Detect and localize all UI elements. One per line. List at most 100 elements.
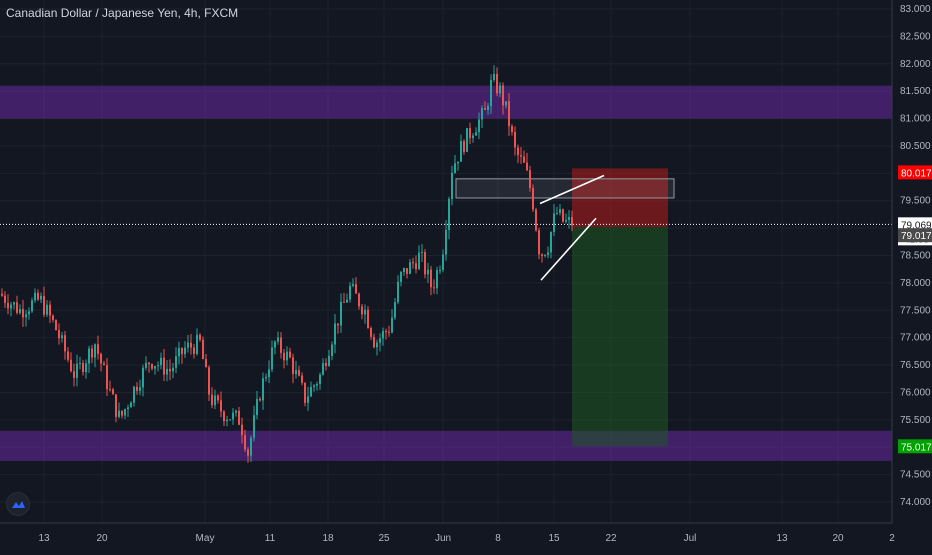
x-tick-label: 15	[548, 533, 560, 544]
candle-body	[247, 449, 249, 456]
candle-body	[202, 339, 204, 360]
candle-body	[148, 362, 150, 365]
tradingview-logo-icon[interactable]	[6, 492, 30, 516]
candle-body	[241, 424, 243, 436]
candle-body	[55, 320, 57, 331]
candle-body	[334, 323, 336, 345]
candle-body	[19, 309, 21, 313]
candle-body	[532, 188, 534, 210]
candle-body	[430, 269, 432, 288]
candle-body	[415, 263, 417, 270]
candle-body	[280, 337, 282, 353]
y-tick-label: 81.500	[900, 86, 931, 97]
zone-resistance	[0, 85, 892, 119]
candle-body	[223, 411, 225, 422]
candle-body	[553, 213, 555, 233]
candle-body	[151, 364, 153, 369]
candle-body	[481, 108, 483, 120]
candle-body	[544, 254, 546, 256]
candle-body	[64, 335, 66, 352]
y-tick-label: 76.000	[900, 387, 931, 398]
candle-body	[328, 355, 330, 366]
candle-body	[436, 270, 438, 289]
y-tick-label: 74.000	[900, 497, 931, 508]
candle-body	[370, 328, 372, 337]
candle-body	[385, 331, 387, 333]
candle-body	[349, 285, 351, 300]
candle-body	[265, 377, 267, 379]
candle-body	[40, 295, 42, 300]
candle-body	[226, 419, 228, 422]
candles	[1, 65, 573, 463]
candle-body	[136, 386, 138, 391]
zones	[0, 85, 892, 461]
candle-body	[289, 351, 291, 358]
candle-body	[376, 342, 378, 348]
entry-price-tag-bg	[898, 228, 932, 243]
x-tick-label: Jul	[684, 533, 697, 544]
candle-body	[397, 281, 399, 303]
wedge-lower-line[interactable]	[540, 217, 597, 281]
candle-body	[70, 359, 72, 372]
y-tick-label: 83.000	[900, 4, 931, 15]
candle-body	[124, 409, 126, 416]
candle-body	[340, 301, 342, 326]
target-price-tag-bg	[898, 439, 932, 454]
y-tick-label: 78.000	[900, 278, 931, 289]
candle-body	[421, 252, 423, 254]
y-tick-label: 78.500	[900, 251, 931, 262]
drawings[interactable]	[0, 174, 892, 281]
candle-body	[52, 315, 54, 321]
candle-body	[484, 108, 486, 110]
candle-body	[253, 415, 255, 438]
entry-price-tag: 79.017	[901, 231, 932, 242]
candle-body	[409, 262, 411, 274]
candle-body	[520, 155, 522, 157]
candle-body	[316, 384, 318, 386]
candle-body	[157, 365, 159, 367]
zone-support	[0, 430, 892, 461]
candle-body	[508, 101, 510, 127]
candle-body	[325, 363, 327, 366]
y-tick-label: 81.000	[900, 114, 931, 125]
candle-body	[205, 359, 207, 368]
candle-body	[28, 311, 30, 315]
candle-body	[169, 368, 171, 372]
candle-body	[13, 302, 15, 305]
wedge-upper-line[interactable]	[539, 174, 605, 205]
candle-body	[196, 334, 198, 354]
candle-body	[529, 170, 531, 189]
candle-body	[100, 353, 102, 364]
candle-body	[493, 73, 495, 80]
candle-body	[154, 366, 156, 369]
candle-body	[394, 302, 396, 318]
candle-body	[163, 357, 165, 375]
candle-body	[418, 252, 420, 270]
candle-body	[523, 156, 525, 163]
candle-body	[535, 209, 537, 231]
candle-body	[403, 268, 405, 272]
candle-body	[406, 268, 408, 274]
candle-body	[184, 347, 186, 355]
candle-body	[502, 85, 504, 106]
y-tick-label: 76.500	[900, 360, 931, 371]
candle-body	[1, 293, 3, 296]
candle-body	[277, 337, 279, 342]
candle-body	[304, 382, 306, 403]
candle-body	[499, 85, 501, 94]
candle-body	[451, 172, 453, 199]
candle-body	[550, 232, 552, 253]
candle-body	[475, 132, 477, 136]
candle-body	[112, 389, 114, 395]
candle-body	[46, 304, 48, 315]
candle-body	[322, 363, 324, 375]
candle-body	[547, 252, 549, 255]
candle-body	[367, 309, 369, 329]
candle-body	[361, 306, 363, 315]
candle-body	[352, 284, 354, 286]
candle-body	[259, 398, 261, 401]
candle-body	[160, 357, 162, 366]
